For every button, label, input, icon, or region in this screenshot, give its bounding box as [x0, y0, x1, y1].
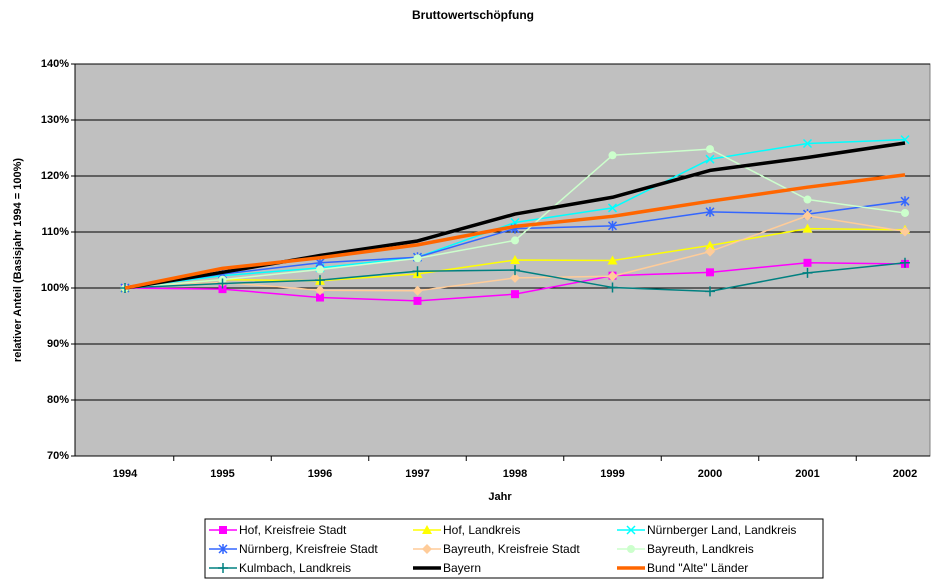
y-axis-label: relativer Anteil (Basisjahr 1994 = 100%) — [12, 158, 24, 362]
marker — [706, 268, 714, 277]
marker — [803, 195, 812, 204]
marker — [802, 267, 813, 278]
marker — [422, 525, 432, 534]
y-tick-label: 100% — [41, 282, 69, 294]
marker — [900, 226, 910, 237]
marker — [422, 544, 432, 554]
marker — [315, 285, 325, 296]
marker — [218, 544, 228, 554]
legend — [204, 518, 824, 579]
x-axis-label: Jahr — [488, 491, 512, 503]
marker — [900, 257, 910, 268]
marker — [607, 271, 618, 282]
legend-label: Nürnberg, Kreisfreie Stadt — [239, 542, 378, 556]
y-tick-label: 130% — [41, 114, 69, 126]
marker — [412, 266, 423, 277]
marker — [705, 286, 715, 297]
marker — [803, 258, 812, 267]
marker — [412, 285, 423, 296]
legend-label: Bayern — [443, 561, 481, 575]
x-tick-label: 2001 — [795, 468, 819, 480]
marker — [705, 240, 715, 250]
y-tick-label: 140% — [41, 58, 69, 70]
marker — [627, 545, 635, 553]
marker — [900, 196, 910, 207]
x-tick-label: 1999 — [600, 468, 624, 480]
marker — [510, 272, 520, 283]
chart-title: Bruttowertschöpfung — [412, 8, 534, 22]
marker — [217, 278, 228, 289]
legend-label: Nürnberger Land, Landkreis — [647, 523, 796, 537]
marker — [218, 563, 228, 573]
x-tick-label: 2000 — [698, 468, 722, 480]
x-tick-label: 1994 — [113, 468, 138, 480]
marker — [802, 223, 813, 233]
legend-label: Bayreuth, Kreisfreie Stadt — [443, 542, 580, 556]
marker — [219, 526, 227, 534]
legend-label: Hof, Landkreis — [443, 523, 520, 537]
legend-label: Hof, Kreisfreie Stadt — [239, 523, 347, 537]
marker — [218, 285, 227, 294]
marker — [901, 208, 909, 217]
marker — [607, 220, 618, 231]
marker — [607, 282, 618, 293]
marker — [705, 154, 715, 164]
marker — [802, 210, 813, 221]
y-tick-label: 80% — [47, 394, 69, 406]
legend-label: Bund "Alte" Länder — [647, 561, 748, 575]
x-tick-label: 1995 — [210, 468, 234, 480]
y-tick-label: 90% — [47, 338, 69, 350]
marker — [511, 290, 519, 299]
legend-label: Bayreuth, Landkreis — [647, 542, 754, 556]
x-tick-label: 1997 — [405, 468, 429, 480]
x-tick-label: 1998 — [503, 468, 527, 480]
marker — [413, 296, 422, 305]
marker — [626, 525, 636, 535]
marker — [316, 293, 324, 302]
marker — [705, 206, 715, 217]
marker — [802, 138, 813, 149]
plot-area — [74, 63, 931, 457]
x-tick-label: 1996 — [308, 468, 332, 480]
marker — [316, 265, 324, 274]
series-line — [124, 173, 906, 290]
marker — [510, 265, 520, 276]
marker — [510, 255, 520, 264]
marker — [511, 236, 519, 245]
marker — [607, 255, 618, 265]
marker — [607, 203, 618, 213]
legend-label: Kulmbach, Landkreis — [239, 561, 351, 575]
marker — [315, 275, 325, 286]
y-tick-label: 120% — [41, 170, 69, 182]
marker — [706, 145, 714, 154]
marker — [608, 151, 617, 160]
marker — [413, 254, 422, 263]
y-tick-label: 110% — [41, 226, 69, 238]
x-tick-label: 2002 — [893, 468, 917, 480]
series-line — [124, 141, 906, 290]
y-tick-label: 70% — [47, 450, 69, 462]
marker — [705, 246, 715, 257]
